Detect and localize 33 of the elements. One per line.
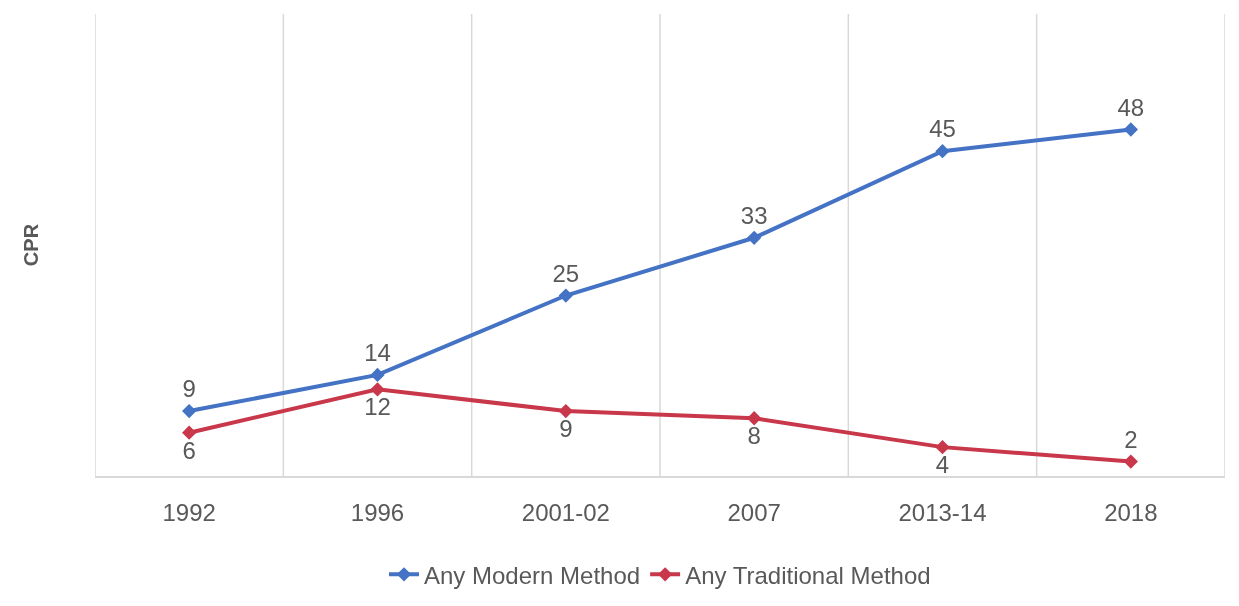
x-tick-label: 2007 xyxy=(727,498,781,526)
x-tick-label: 2013-14 xyxy=(898,498,987,526)
point xyxy=(747,230,762,245)
x-tick-label: 1992 xyxy=(162,498,216,526)
data-label: 2 xyxy=(1124,425,1138,453)
point xyxy=(935,439,950,455)
data-label: 45 xyxy=(929,115,956,143)
data-label: 33 xyxy=(740,201,768,229)
data-label: 9 xyxy=(559,414,573,442)
data-label: 8 xyxy=(747,422,761,450)
data-label: 4 xyxy=(935,451,950,479)
legend-label: Any Modern Method xyxy=(424,561,641,589)
x-tick-label: 2018 xyxy=(1104,498,1158,526)
point xyxy=(935,144,950,159)
data-label: 9 xyxy=(182,375,196,403)
point xyxy=(558,288,573,303)
x-tick-label: 1996 xyxy=(350,498,405,526)
point xyxy=(182,425,197,440)
point xyxy=(182,403,197,419)
data-label: 14 xyxy=(364,339,391,367)
data-label: 12 xyxy=(364,393,391,421)
data-label: 6 xyxy=(182,436,196,464)
point xyxy=(1123,122,1138,137)
x-tick-label: 2001-02 xyxy=(521,498,610,526)
point xyxy=(370,367,385,383)
legend-label: Any Traditional Method xyxy=(685,561,931,589)
point xyxy=(747,411,762,426)
point xyxy=(370,382,385,397)
point xyxy=(558,403,573,419)
data-label: 25 xyxy=(552,259,580,287)
point xyxy=(1123,454,1138,469)
data-label: 48 xyxy=(1117,93,1145,121)
y-axis-title: CPR xyxy=(19,223,42,267)
